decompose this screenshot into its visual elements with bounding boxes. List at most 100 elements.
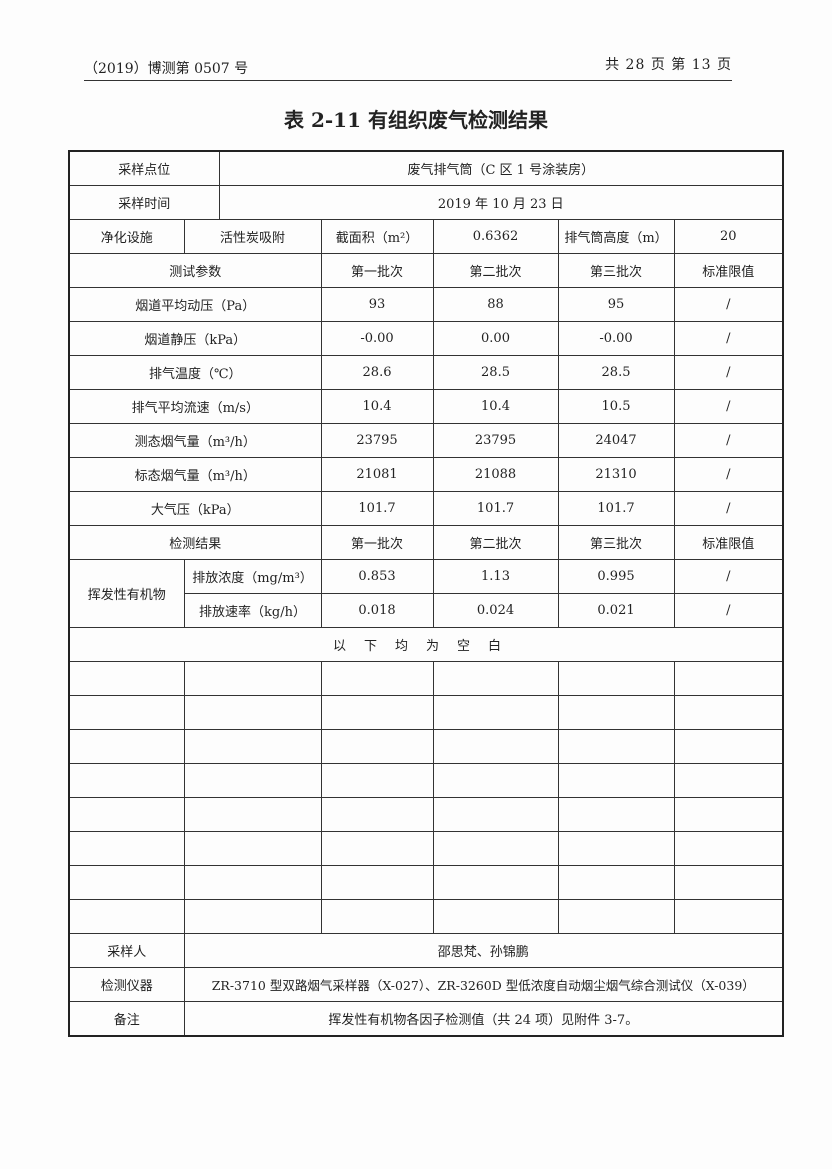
empty-row — [68, 831, 784, 866]
header-cell: 标准限值 — [673, 253, 784, 288]
empty-row — [68, 729, 784, 764]
value-cell: 28.5 — [557, 355, 675, 390]
page-info: 共 28 页 第 13 页 — [605, 57, 732, 73]
header-cell: 第一批次 — [320, 525, 434, 560]
header-cell: 第二批次 — [432, 525, 559, 560]
header-divider — [84, 80, 732, 81]
value-cell: 23795 — [320, 423, 434, 458]
table-row: 烟道静压（kPa） -0.00 0.00 -0.00/ — [68, 321, 784, 356]
table-title: 表 2-11 有组织废气检测结果 — [284, 108, 548, 132]
value-cell: 1.13 — [432, 559, 559, 594]
empty-row — [68, 661, 784, 696]
blank-note: 以下均为空白 — [68, 627, 784, 662]
value-cell: / — [673, 423, 784, 458]
empty-cell — [557, 865, 675, 900]
empty-cell — [432, 831, 559, 866]
header-cell: 标准限值 — [673, 525, 784, 560]
empty-cell — [557, 899, 675, 934]
empty-cell — [183, 831, 322, 866]
empty-cell — [68, 831, 185, 866]
param-name: 大气压（kPa） — [68, 491, 322, 526]
value-cell: 28.6 — [320, 355, 434, 390]
empty-row — [68, 695, 784, 730]
empty-cell — [557, 695, 675, 730]
label-cell: 采样点位 — [68, 150, 220, 186]
label-cell: 采样人 — [68, 933, 185, 968]
empty-cell — [432, 695, 559, 730]
empty-cell — [557, 763, 675, 798]
empty-cell — [432, 729, 559, 764]
value-cell: 活性炭吸附 — [183, 219, 322, 254]
empty-cell — [68, 899, 185, 934]
param-name: 排气温度（℃） — [68, 355, 322, 390]
table-row: 净化设施 活性炭吸附 截面积（m²） 0.6362 排气筒高度（m） 20 — [68, 219, 784, 254]
value-cell: 废气排气筒（C 区 1 号涂装房） — [218, 150, 784, 186]
empty-cell — [183, 899, 322, 934]
table-row: 测态烟气量（m³/h） 23795 23795 24047/ — [68, 423, 784, 458]
empty-cell — [673, 899, 784, 934]
value-cell: / — [673, 491, 784, 526]
value-cell: 0.021 — [557, 593, 675, 628]
empty-cell — [183, 797, 322, 832]
value-cell: / — [673, 559, 784, 594]
empty-cell — [183, 865, 322, 900]
empty-cell — [557, 661, 675, 696]
table-row: 采样点位 废气排气筒（C 区 1 号涂装房） — [68, 150, 784, 186]
label-cell: 排气筒高度（m） — [557, 219, 675, 254]
header-cell: 第三批次 — [557, 253, 675, 288]
empty-cell — [673, 797, 784, 832]
empty-cell — [68, 661, 185, 696]
value-cell: 21081 — [320, 457, 434, 492]
label-cell: 备注 — [68, 1001, 185, 1037]
empty-row — [68, 797, 784, 832]
empty-cell — [68, 695, 185, 730]
value-cell: / — [673, 321, 784, 356]
label-cell: 截面积（m²） — [320, 219, 434, 254]
label-cell: 净化设施 — [68, 219, 185, 254]
empty-cell — [432, 797, 559, 832]
empty-cell — [183, 763, 322, 798]
param-name: 烟道静压（kPa） — [68, 321, 322, 356]
table-row: 以下均为空白 — [68, 627, 784, 662]
table-row: 排放速率（kg/h） 0.018 0.024 0.021 / — [69, 593, 784, 628]
value-cell: 邵思梵、孙锦鹏 — [183, 933, 784, 968]
table-row: 检测仪器 ZR-3710 型双路烟气采样器（X-027）、ZR-3260D 型低… — [68, 967, 784, 1002]
value-cell: 21088 — [432, 457, 559, 492]
value-cell: 101.7 — [432, 491, 559, 526]
label-cell: 排放浓度（mg/m³） — [183, 559, 322, 594]
empty-cell — [183, 695, 322, 730]
header-cell: 测试参数 — [68, 253, 322, 288]
value-cell: 23795 — [432, 423, 559, 458]
value-cell: 21310 — [557, 457, 675, 492]
value-cell: ZR-3710 型双路烟气采样器（X-027）、ZR-3260D 型低浓度自动烟… — [183, 967, 784, 1002]
value-cell: 88 — [432, 287, 559, 322]
value-cell: 10.5 — [557, 389, 675, 424]
empty-cell — [320, 763, 434, 798]
empty-cell — [432, 899, 559, 934]
table-row: 排气温度（℃） 28.6 28.5 28.5/ — [68, 355, 784, 390]
empty-cell — [320, 831, 434, 866]
empty-cell — [320, 865, 434, 900]
empty-cell — [673, 865, 784, 900]
empty-cell — [557, 729, 675, 764]
table-header-row: 测试参数 第一批次 第二批次 第三批次 标准限值 — [68, 253, 784, 288]
empty-row — [68, 865, 784, 900]
value-cell: 0.853 — [320, 559, 434, 594]
table-row: 标态烟气量（m³/h） 21081 21088 21310/ — [68, 457, 784, 492]
value-cell: / — [673, 287, 784, 322]
empty-cell — [673, 729, 784, 764]
report-number: （2019）博测第 0507 号 — [84, 61, 249, 77]
header-cell: 第二批次 — [432, 253, 559, 288]
empty-cell — [432, 763, 559, 798]
empty-cell — [432, 865, 559, 900]
value-cell: 2019 年 10 月 23 日 — [218, 185, 784, 220]
table-row: 大气压（kPa） 101.7 101.7 101.7/ — [68, 491, 784, 526]
empty-cell — [432, 661, 559, 696]
param-name: 排气平均流速（m/s） — [68, 389, 322, 424]
empty-cell — [320, 729, 434, 764]
empty-cell — [557, 831, 675, 866]
value-cell: 24047 — [557, 423, 675, 458]
value-cell: 0.995 — [557, 559, 675, 594]
empty-cell — [320, 797, 434, 832]
